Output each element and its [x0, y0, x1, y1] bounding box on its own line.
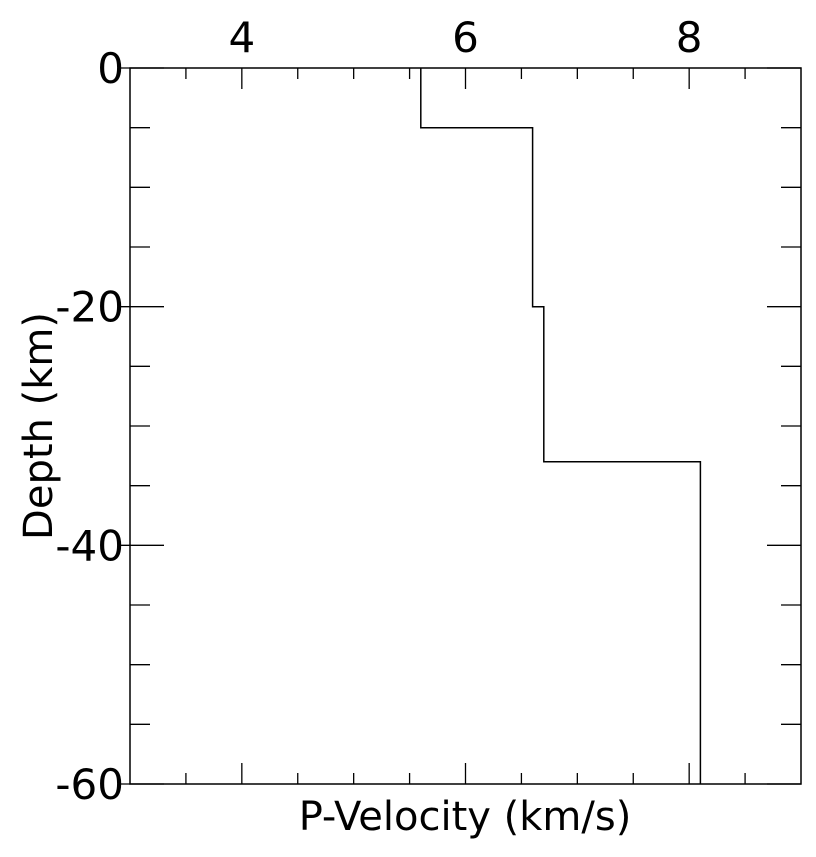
labels-layer: P-Velocity (km/s) Depth (km) 4 6 8 0 -20 -40 -… [16, 13, 703, 840]
y-tick-label-0: 0 [97, 44, 124, 93]
x-axis-label: P-Velocity (km/s) [299, 794, 632, 840]
x-tick-label-6: 6 [452, 13, 479, 62]
y-tick-label-20: -20 [55, 283, 124, 332]
x-tick-label-4: 4 [228, 13, 255, 62]
series-layer [420, 68, 702, 784]
y-tick-label-40: -40 [55, 521, 124, 570]
ticks-layer [120, 67, 801, 785]
velocity-profile-line-1 [420, 68, 702, 784]
y-tick-label-60: -60 [55, 760, 124, 809]
x-tick-label-8: 8 [676, 13, 703, 62]
plot-frame [129, 67, 802, 785]
y-axis-label: Depth (km) [16, 312, 62, 540]
